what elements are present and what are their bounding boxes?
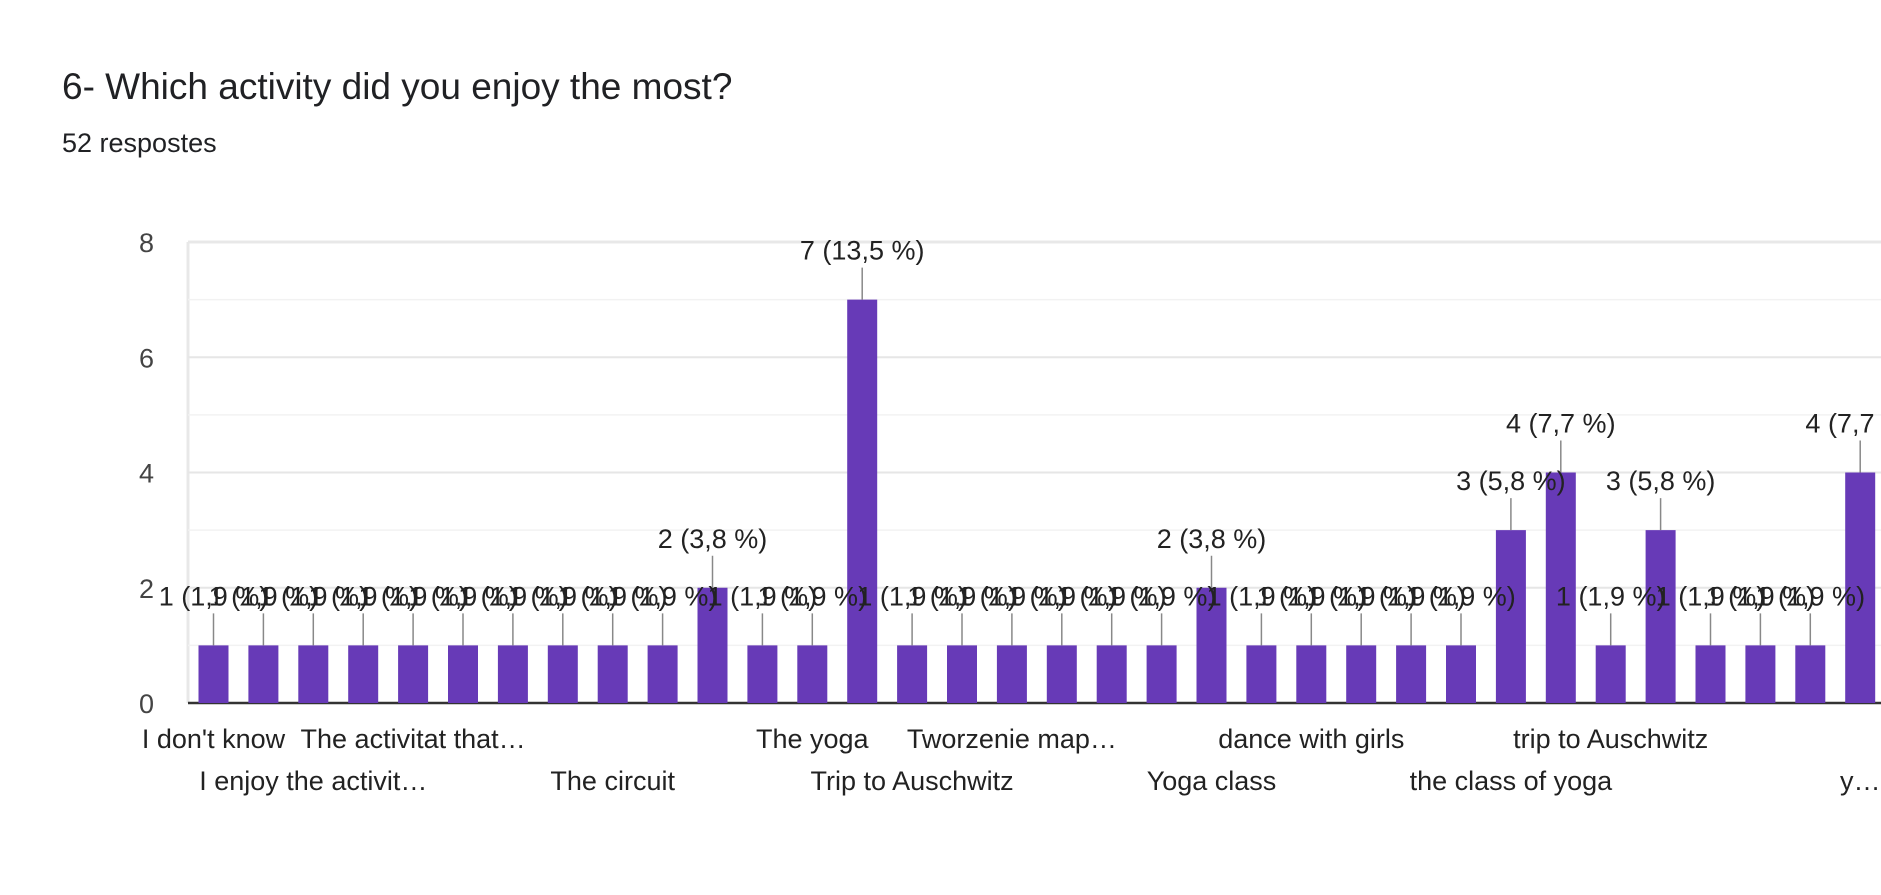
data-label: 1 (1,9 %) xyxy=(857,581,967,611)
x-category-label: dance with girls xyxy=(1218,724,1404,754)
data-label: 1 (1,9 %) xyxy=(1556,581,1666,611)
bar xyxy=(647,645,678,703)
bar xyxy=(1346,645,1377,703)
x-category-label: Yoga class xyxy=(1147,766,1277,796)
data-label: 2 (3,8 %) xyxy=(1157,524,1267,554)
x-category-label: I don't know xyxy=(142,724,286,754)
data-label: 1 (1,9 %) xyxy=(758,581,868,611)
bar xyxy=(497,645,528,703)
y-tick-label: 4 xyxy=(139,459,154,489)
bar xyxy=(398,645,429,703)
bar xyxy=(1645,530,1676,703)
data-label: 1 (1,9 %) xyxy=(159,581,269,611)
data-label: 1 (1,9 %) xyxy=(1107,581,1217,611)
data-label: 1 (1,9 %) xyxy=(1257,581,1367,611)
chart-title: 6- Which activity did you enjoy the most… xyxy=(62,66,733,107)
data-label: 1 (1,9 %) xyxy=(1007,581,1117,611)
bar xyxy=(198,645,229,703)
y-tick-label: 2 xyxy=(139,574,154,604)
data-label: 1 (1,9 %) xyxy=(907,581,1017,611)
y-tick-label: 0 xyxy=(139,689,154,719)
bar xyxy=(1845,472,1876,703)
data-label: 1 (1,9 %) xyxy=(458,581,568,611)
bar xyxy=(547,645,578,703)
x-category-label: The yoga xyxy=(756,724,870,754)
data-label: 3 (5,8 %) xyxy=(1606,466,1716,496)
data-label: 2 (3,8 %) xyxy=(658,524,768,554)
bar xyxy=(1246,645,1277,703)
response-count: 52 respostes xyxy=(62,128,217,158)
bar xyxy=(1695,645,1726,703)
data-label: 1 (1,9 %) xyxy=(1706,581,1816,611)
bar xyxy=(1495,530,1526,703)
bar xyxy=(448,645,478,703)
data-label: 1 (1,9 %) xyxy=(259,581,369,611)
data-label: 1 (1,9 %) xyxy=(1406,581,1516,611)
data-label: 1 (1,9 %) xyxy=(1356,581,1466,611)
data-label: 1 (1,9 %) xyxy=(1656,581,1766,611)
bar xyxy=(1545,472,1576,703)
data-label: 1 (1,9 %) xyxy=(508,581,618,611)
x-category-label: trip to Auschwitz xyxy=(1513,724,1708,754)
bar xyxy=(1096,645,1127,703)
bar xyxy=(1446,645,1476,703)
x-category-label: the class of yoga xyxy=(1410,766,1614,796)
bar xyxy=(348,645,379,703)
bar xyxy=(697,587,728,703)
bar xyxy=(996,645,1027,703)
data-label: 1 (1,9 %) xyxy=(558,581,668,611)
data-label: 1 (1,9 %) xyxy=(608,581,718,611)
bar xyxy=(1396,645,1427,703)
x-category-label: Trip to Auschwitz xyxy=(811,766,1014,796)
data-label: 1 (1,9 %) xyxy=(408,581,518,611)
x-category-label: Tworzenie map… xyxy=(907,724,1117,754)
bar xyxy=(847,299,878,703)
bar xyxy=(1795,645,1826,703)
data-label: 1 (1,9 %) xyxy=(209,581,319,611)
bar xyxy=(1595,645,1626,703)
bar xyxy=(747,645,778,703)
bar xyxy=(1196,587,1227,703)
bar xyxy=(248,645,279,703)
y-tick-label: 6 xyxy=(139,343,154,373)
data-label: 1 (1,9 %) xyxy=(358,581,468,611)
data-label: 1 (1,9 %) xyxy=(1306,581,1416,611)
data-label: 4 (7,7 %) xyxy=(1506,409,1616,439)
bar xyxy=(1296,645,1327,703)
y-tick-label: 8 xyxy=(139,228,154,258)
bar xyxy=(1745,645,1776,703)
x-category-label: I enjoy the activit… xyxy=(199,766,427,796)
data-label: 1 (1,9 %) xyxy=(308,581,418,611)
bar xyxy=(947,645,977,703)
bar xyxy=(1046,645,1077,703)
data-label: 4 (7,7 %) xyxy=(1805,409,1881,439)
data-label: 7 (13,5 %) xyxy=(800,236,925,266)
x-category-label: The activitat that… xyxy=(301,724,526,754)
data-label: 1 (1,9 %) xyxy=(708,581,818,611)
x-category-label: y… xyxy=(1840,766,1881,796)
bar xyxy=(797,645,828,703)
data-label: 1 (1,9 %) xyxy=(1057,581,1167,611)
data-label: 1 (1,9 %) xyxy=(1207,581,1317,611)
data-label: 1 (1,9 %) xyxy=(957,581,1067,611)
data-label: 3 (5,8 %) xyxy=(1456,466,1566,496)
bar xyxy=(298,645,329,703)
bar xyxy=(1146,645,1177,703)
bar xyxy=(597,645,628,703)
bar xyxy=(897,645,928,703)
x-category-label: The circuit xyxy=(550,766,675,796)
data-label: 1 (1,9 %) xyxy=(1756,581,1866,611)
